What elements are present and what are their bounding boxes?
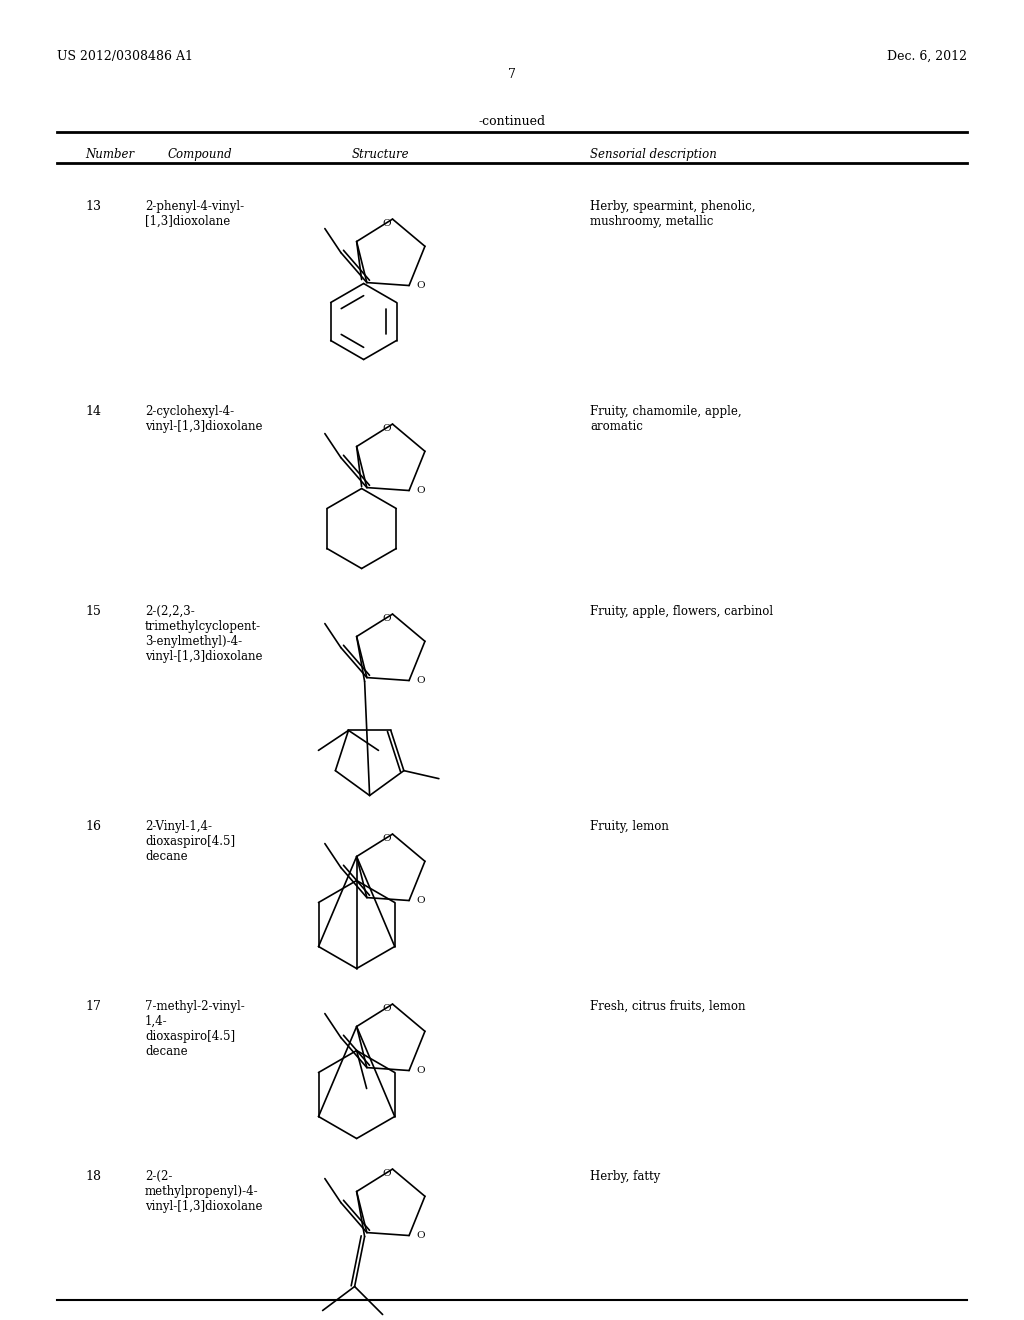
Text: 16: 16 [85, 820, 101, 833]
Text: O: O [416, 676, 425, 685]
Text: Number: Number [85, 148, 134, 161]
Text: O: O [382, 1003, 390, 1012]
Text: US 2012/0308486 A1: US 2012/0308486 A1 [57, 50, 193, 63]
Text: 2-cyclohexyl-4-
vinyl-[1,3]dioxolane: 2-cyclohexyl-4- vinyl-[1,3]dioxolane [145, 405, 262, 433]
Text: O: O [416, 1067, 425, 1074]
Text: Fruity, apple, flowers, carbinol: Fruity, apple, flowers, carbinol [590, 605, 773, 618]
Text: Herby, fatty: Herby, fatty [590, 1170, 660, 1183]
Text: -continued: -continued [478, 115, 546, 128]
Text: Structure: Structure [351, 148, 409, 161]
Text: O: O [416, 896, 425, 906]
Text: 14: 14 [85, 405, 101, 418]
Text: Sensorial description: Sensorial description [590, 148, 717, 161]
Text: Fresh, citrus fruits, lemon: Fresh, citrus fruits, lemon [590, 1001, 745, 1012]
Text: 2-phenyl-4-vinyl-
[1,3]dioxolane: 2-phenyl-4-vinyl- [1,3]dioxolane [145, 201, 244, 228]
Text: 7: 7 [508, 69, 516, 81]
Text: 13: 13 [85, 201, 101, 213]
Text: O: O [416, 486, 425, 495]
Text: Fruity, chamomile, apple,
aromatic: Fruity, chamomile, apple, aromatic [590, 405, 741, 433]
Text: Fruity, lemon: Fruity, lemon [590, 820, 669, 833]
Text: O: O [416, 1232, 425, 1239]
Text: O: O [382, 1168, 390, 1177]
Text: O: O [382, 424, 390, 433]
Text: 2-Vinyl-1,4-
dioxaspiro[4.5]
decane: 2-Vinyl-1,4- dioxaspiro[4.5] decane [145, 820, 236, 863]
Text: 17: 17 [85, 1001, 101, 1012]
Text: 2-(2-
methylpropenyl)-4-
vinyl-[1,3]dioxolane: 2-(2- methylpropenyl)-4- vinyl-[1,3]diox… [145, 1170, 262, 1213]
Text: O: O [382, 219, 390, 227]
Text: 2-(2,2,3-
trimethylcyclopent-
3-enylmethyl)-4-
vinyl-[1,3]dioxolane: 2-(2,2,3- trimethylcyclopent- 3-enylmeth… [145, 605, 262, 663]
Text: O: O [416, 281, 425, 290]
Text: Compound: Compound [168, 148, 232, 161]
Text: 7-methyl-2-vinyl-
1,4-
dioxaspiro[4.5]
decane: 7-methyl-2-vinyl- 1,4- dioxaspiro[4.5] d… [145, 1001, 245, 1059]
Text: O: O [382, 614, 390, 623]
Text: Herby, spearmint, phenolic,
mushroomy, metallic: Herby, spearmint, phenolic, mushroomy, m… [590, 201, 756, 228]
Text: 18: 18 [85, 1170, 101, 1183]
Text: O: O [382, 834, 390, 842]
Text: 15: 15 [85, 605, 101, 618]
Text: Dec. 6, 2012: Dec. 6, 2012 [887, 50, 967, 63]
